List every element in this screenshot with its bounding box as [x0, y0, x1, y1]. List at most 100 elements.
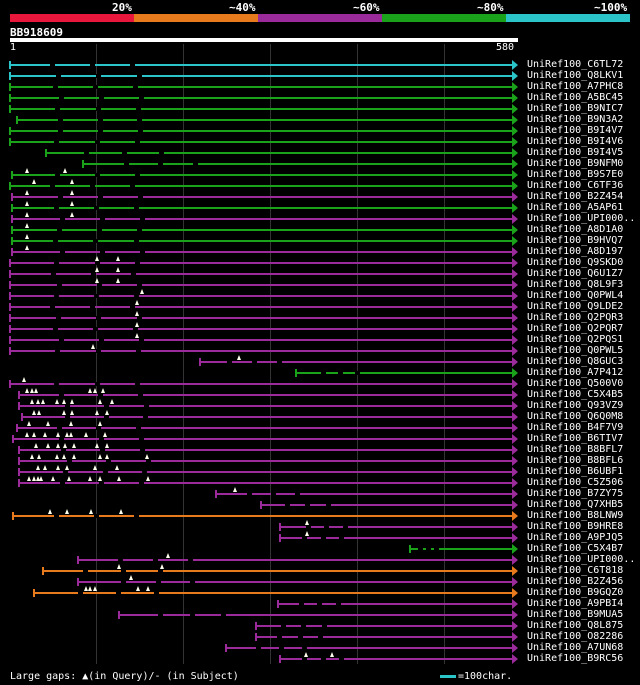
- hit-row[interactable]: UniRef100_B8BFL6: [0, 454, 640, 467]
- hit-row[interactable]: UniRef100_B6TIV7: [0, 432, 640, 445]
- hit-row[interactable]: UniRef100_Q0PWL4: [0, 289, 640, 302]
- hit-id-label[interactable]: UniRef100_B9NFM0: [527, 158, 624, 169]
- hit-id-label[interactable]: UniRef100_B9MUA5: [527, 609, 624, 620]
- hit-row[interactable]: UniRef100_A7UN68: [0, 642, 640, 654]
- hit-id-label[interactable]: UniRef100_B6UBF1: [527, 466, 624, 477]
- hit-alignment-bar[interactable]: [17, 388, 518, 400]
- hit-alignment-bar[interactable]: [199, 355, 518, 367]
- hit-alignment-bar[interactable]: [9, 104, 518, 114]
- hit-id-label[interactable]: UniRef100_A9PBI4: [527, 598, 624, 609]
- hit-id-label[interactable]: UniRef100_A7P412: [527, 367, 624, 378]
- hit-id-label[interactable]: UniRef100_C6T818: [527, 565, 624, 576]
- hit-row[interactable]: UniRef100_Q9SKD0: [0, 256, 640, 269]
- hit-id-label[interactable]: UniRef100_Q2PQR7: [527, 323, 624, 334]
- hit-id-label[interactable]: UniRef100_B9HVQ7: [527, 235, 624, 246]
- hit-id-label[interactable]: UniRef100_Q0PWL4: [527, 290, 624, 301]
- hit-alignment-bar[interactable]: [10, 245, 518, 257]
- hit-id-label[interactable]: UniRef100_Q9SKD0: [527, 257, 624, 268]
- hit-row[interactable]: UniRef100_C6TL72: [0, 59, 640, 71]
- hit-row[interactable]: UniRef100_B9I4V7: [0, 125, 640, 137]
- hit-id-label[interactable]: UniRef100_Q93VZ9: [527, 400, 624, 411]
- hit-row[interactable]: UniRef100_B9GQZ0: [0, 586, 640, 599]
- hit-id-label[interactable]: UniRef100_C6TF36: [527, 180, 624, 191]
- hit-id-label[interactable]: UniRef100_B2Z456: [527, 576, 624, 587]
- hit-row[interactable]: UniRef100_Q8L9F3: [0, 278, 640, 291]
- hit-row[interactable]: UniRef100_B9RC56: [0, 652, 640, 665]
- hit-alignment-bar[interactable]: [277, 599, 518, 609]
- hit-alignment-bar[interactable]: [9, 137, 518, 147]
- hit-row[interactable]: UniRef100_A9PBI4: [0, 598, 640, 610]
- hit-alignment-bar[interactable]: [9, 344, 518, 356]
- hit-alignment-bar[interactable]: [12, 432, 518, 444]
- hit-alignment-bar[interactable]: [214, 487, 518, 499]
- hit-row[interactable]: UniRef100_B8BFL7: [0, 443, 640, 456]
- hit-row[interactable]: UniRef100_B6UBF1: [0, 465, 640, 478]
- hit-id-label[interactable]: UniRef100_Q8GUC3: [527, 356, 624, 367]
- hit-alignment-bar[interactable]: [408, 544, 518, 554]
- hit-alignment-bar[interactable]: [9, 322, 518, 334]
- hit-row[interactable]: UniRef100_A7PHC8: [0, 81, 640, 93]
- hit-row[interactable]: UniRef100_Q93VZ9: [0, 399, 640, 412]
- hit-id-label[interactable]: UniRef100_B9RC56: [527, 653, 624, 664]
- hit-alignment-bar[interactable]: [81, 159, 518, 169]
- hit-id-label[interactable]: UniRef100_A7UN68: [527, 642, 624, 653]
- hit-alignment-bar[interactable]: [17, 443, 518, 455]
- hit-row[interactable]: UniRef100_B7ZY75: [0, 487, 640, 500]
- hit-id-label[interactable]: UniRef100_B2Z454: [527, 191, 624, 202]
- hit-id-label[interactable]: UniRef100_Q6U1Z7: [527, 268, 624, 279]
- hit-row[interactable]: UniRef100_A7P412: [0, 367, 640, 379]
- hit-id-label[interactable]: UniRef100_A8D1A0: [527, 224, 624, 235]
- hit-id-label[interactable]: UniRef100_B9I4V7: [527, 125, 624, 136]
- hit-alignment-bar[interactable]: [76, 553, 518, 565]
- hit-alignment-bar[interactable]: [21, 410, 518, 422]
- hit-alignment-bar[interactable]: [9, 82, 518, 92]
- hit-id-label[interactable]: UniRef100_Q2PQS1: [527, 334, 624, 345]
- hit-id-label[interactable]: UniRef100_B9N3A2: [527, 114, 624, 125]
- hit-id-label[interactable]: UniRef100_B8BFL6: [527, 455, 624, 466]
- hit-alignment-bar[interactable]: [9, 289, 518, 301]
- hit-row[interactable]: UniRef100_B9I4V5: [0, 147, 640, 159]
- hit-alignment-bar[interactable]: [254, 621, 518, 631]
- hit-alignment-bar[interactable]: [10, 212, 518, 224]
- hit-row[interactable]: UniRef100_C6TF36: [0, 179, 640, 192]
- hit-id-label[interactable]: UniRef100_B9GQZ0: [527, 587, 624, 598]
- hit-id-label[interactable]: UniRef100_O82286: [527, 631, 624, 642]
- hit-row[interactable]: UniRef100_Q2PQR7: [0, 322, 640, 335]
- hit-row[interactable]: UniRef100_UPI000..: [0, 553, 640, 566]
- hit-row[interactable]: UniRef100_B2Z454: [0, 190, 640, 203]
- hit-alignment-bar[interactable]: [9, 71, 518, 81]
- hit-row[interactable]: UniRef100_B9HVQ7: [0, 234, 640, 247]
- hit-row[interactable]: UniRef100_B2Z456: [0, 575, 640, 588]
- hit-alignment-bar[interactable]: [33, 586, 518, 598]
- hit-id-label[interactable]: UniRef100_B9S7E0: [527, 169, 624, 180]
- hit-id-label[interactable]: UniRef100_C5Z506: [527, 477, 624, 488]
- hit-alignment-bar[interactable]: [9, 126, 518, 136]
- hit-alignment-bar[interactable]: [279, 531, 518, 543]
- hit-alignment-bar[interactable]: [15, 115, 518, 125]
- hit-row[interactable]: UniRef100_Q8L875: [0, 620, 640, 632]
- hit-id-label[interactable]: UniRef100_B4F7V9: [527, 422, 624, 433]
- hit-row[interactable]: UniRef100_B9NIC7: [0, 103, 640, 115]
- hit-alignment-bar[interactable]: [9, 93, 518, 103]
- hit-alignment-bar[interactable]: [225, 643, 518, 653]
- hit-row[interactable]: UniRef100_C5X4B7: [0, 543, 640, 555]
- hit-alignment-bar[interactable]: [76, 575, 518, 587]
- hit-row[interactable]: UniRef100_A8D197: [0, 245, 640, 258]
- hit-alignment-bar[interactable]: [9, 311, 518, 323]
- hit-alignment-bar[interactable]: [294, 368, 518, 378]
- hit-row[interactable]: UniRef100_Q9LDE2: [0, 300, 640, 313]
- hit-row[interactable]: UniRef100_Q6U1Z7: [0, 267, 640, 280]
- hit-id-label[interactable]: UniRef100_B6TIV7: [527, 433, 624, 444]
- hit-alignment-bar[interactable]: [17, 399, 518, 411]
- hit-row[interactable]: UniRef100_C5X4B5: [0, 388, 640, 401]
- hit-row[interactable]: UniRef100_A5AP61: [0, 201, 640, 214]
- hit-alignment-bar[interactable]: [9, 179, 518, 191]
- hit-row[interactable]: UniRef100_B8LNW9: [0, 509, 640, 522]
- hit-row[interactable]: UniRef100_B9S7E0: [0, 168, 640, 181]
- hit-row[interactable]: UniRef100_B4F7V9: [0, 421, 640, 434]
- hit-id-label[interactable]: UniRef100_B8LNW9: [527, 510, 624, 521]
- hit-id-label[interactable]: UniRef100_Q6Q0M8: [527, 411, 624, 422]
- hit-alignment-bar[interactable]: [10, 201, 518, 213]
- hit-id-label[interactable]: UniRef100_Q9LDE2: [527, 301, 624, 312]
- hit-id-label[interactable]: UniRef100_Q8L875: [527, 620, 624, 631]
